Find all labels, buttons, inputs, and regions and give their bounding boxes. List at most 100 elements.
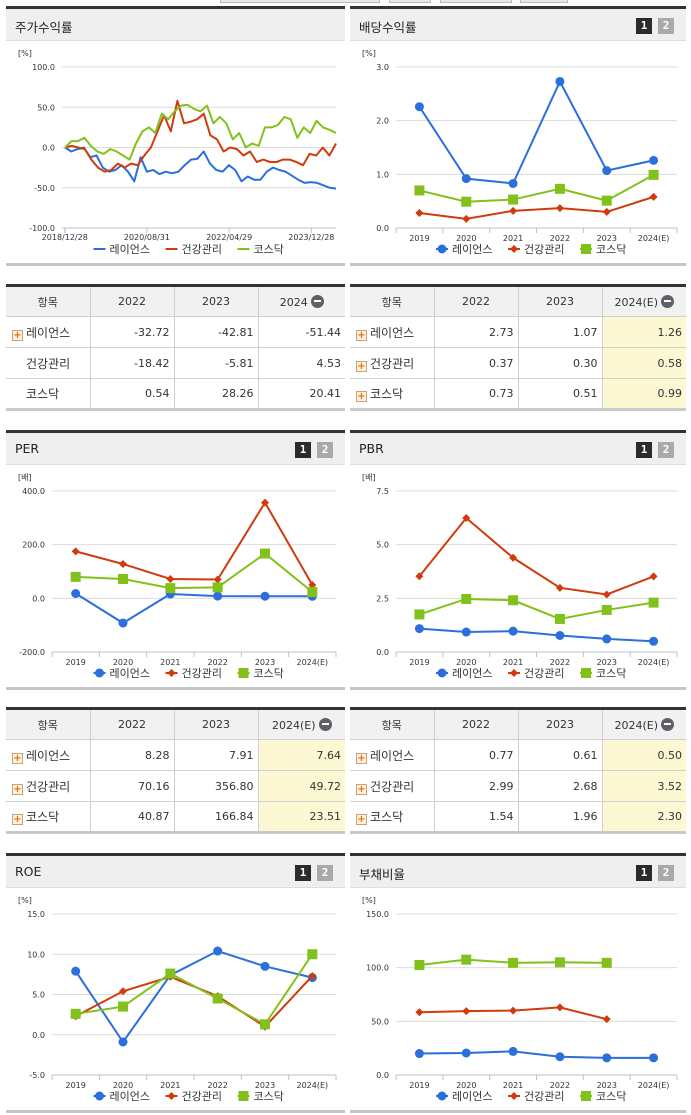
cell-value: 0.30 — [517, 347, 602, 379]
top-tab[interactable] — [440, 0, 512, 3]
row-name: 레이언스 — [370, 748, 415, 763]
table-row: + 코스닥 1.54 1.96 2.30 — [350, 801, 686, 834]
legend-item[interactable]: 레이언스 — [110, 1090, 150, 1103]
debt-ratio-panel: 부채비율 1 2 [%] 150.0 100.0 50.0 0.0 2019 2020 202… — [350, 853, 686, 1113]
cell-value: 7.91 — [173, 739, 258, 771]
cell-value: 0.54 — [89, 378, 174, 411]
expand-plus-icon[interactable]: + — [356, 752, 367, 764]
legend-item[interactable]: 코스닥 — [596, 1090, 626, 1103]
legend-item[interactable]: 레이언스 — [452, 1090, 492, 1103]
legend-item[interactable]: 레이언스 — [452, 667, 492, 680]
y-tick-label: 2.5 — [376, 594, 389, 603]
expand-plus-icon[interactable]: + — [356, 360, 367, 372]
page-2-button[interactable]: 2 — [317, 442, 333, 458]
expand-plus-icon[interactable]: + — [356, 391, 367, 402]
dividend-yield-chart: 배당수익률 1 2 [%] 3.0 2.0 1.0 0.0 2019 2020 2021 202… — [350, 6, 686, 266]
chart-title: PBR — [359, 441, 384, 456]
row-label: + 코스닥 — [6, 801, 90, 834]
cell-value: -5.81 — [173, 347, 258, 379]
pbr-chart: PBR 1 2 [배] 7.5 5.0 2.5 0.0 2019 2020 2021 2022 2… — [350, 430, 686, 690]
legend-item[interactable]: 건강관리 — [182, 667, 222, 680]
legend-item[interactable]: 레이언스 — [110, 667, 150, 680]
page-2-button[interactable]: 2 — [658, 865, 674, 881]
x-tick-label: 2021 — [160, 1081, 180, 1090]
cell-value: 0.73 — [433, 378, 518, 411]
legend-item[interactable]: 레이언스 — [452, 243, 492, 256]
cell-value: 0.61 — [517, 739, 602, 771]
unit-label: [배] — [18, 473, 32, 482]
chart-title: ROE — [15, 864, 42, 879]
col-header-2024e: 2024(E) — [257, 708, 345, 740]
y-tick-label: 0.0 — [376, 1071, 389, 1080]
legend-item[interactable]: 코스닥 — [596, 667, 626, 680]
legend-item[interactable]: 건강관리 — [524, 667, 564, 680]
y-tick-label: 400.0 — [22, 487, 45, 496]
y-tick-label: 1.0 — [376, 170, 389, 179]
legend-item[interactable]: 건강관리 — [182, 243, 222, 256]
cell-value: 1.96 — [517, 801, 602, 834]
x-tick-label: 2019 — [65, 1081, 85, 1090]
debt-ratio-chart: 부채비율 1 2 [%] 150.0 100.0 50.0 0.0 2019 2020 202… — [350, 853, 686, 1113]
dividend-yield-panel: 배당수익률 1 2 [%] 3.0 2.0 1.0 0.0 2019 2020 2021 202… — [350, 6, 686, 266]
legend-item[interactable]: 코스닥 — [254, 1090, 284, 1103]
legend-item[interactable]: 코스닥 — [254, 667, 284, 680]
cell-value-estimate: 49.72 — [257, 770, 345, 802]
page-2-button[interactable]: 2 — [658, 442, 674, 458]
row-name: 건강관리 — [370, 356, 415, 371]
expand-plus-icon[interactable]: + — [12, 783, 23, 795]
legend-item[interactable]: 코스닥 — [254, 243, 284, 256]
expand-plus-icon[interactable]: + — [356, 814, 367, 825]
x-tick-label: 2020 — [456, 1081, 476, 1090]
pbr-svg: [배]7.5 5.0 2.5 0.0 2019 2020 2021 2022 2023 2024(… — [362, 473, 678, 680]
y-tick-label: 200.0 — [22, 541, 45, 550]
chart-plot: [%] 150.0 100.0 50.0 0.0 2019 2020 2021 2022 2023… — [350, 888, 686, 1110]
legend-item[interactable]: 레이언스 — [110, 243, 150, 256]
cell-value-estimate: 23.51 — [257, 801, 345, 834]
collapse-minus-icon[interactable] — [661, 294, 675, 308]
legend-item[interactable]: 코스닥 — [596, 243, 626, 256]
legend-item[interactable]: 건강관리 — [524, 1090, 564, 1103]
row-label: + 레이언스 — [6, 316, 90, 348]
row-label: + 레이언스 — [6, 739, 90, 771]
table-row: + 코스닥 40.87 166.84 23.51 — [6, 801, 345, 834]
x-tick-label: 2022 — [207, 1081, 227, 1090]
expand-plus-icon[interactable]: + — [356, 783, 367, 795]
chart-plot: [배] 7.5 5.0 2.5 0.0 2019 2020 2021 2022 2023 2024(… — [350, 465, 686, 687]
x-tick-label: 2024(E) — [638, 658, 670, 667]
top-tab[interactable] — [220, 0, 380, 3]
top-tab[interactable] — [520, 0, 568, 3]
row-name: 코스닥 — [26, 810, 60, 824]
collapse-minus-icon[interactable] — [318, 717, 332, 731]
page-1-button[interactable]: 1 — [295, 865, 311, 881]
table-header-row: 항목 2022 2023 2024(E) — [350, 708, 686, 740]
col-header-label: 2024(E) — [271, 718, 316, 732]
page-1-button[interactable]: 1 — [636, 865, 652, 881]
page-2-button[interactable]: 2 — [317, 865, 333, 881]
pbr-table-panel: 항목 2022 2023 2024(E) + 레이언스 0.77 0.61 0.5… — [350, 707, 686, 834]
expand-plus-icon[interactable]: + — [356, 329, 367, 341]
page-2-button[interactable]: 2 — [658, 18, 674, 34]
expand-plus-icon[interactable]: + — [12, 814, 23, 825]
expand-plus-icon[interactable]: + — [12, 329, 23, 341]
page-1-button[interactable]: 1 — [636, 442, 652, 458]
page-1-button[interactable]: 1 — [636, 18, 652, 34]
cell-value: 70.16 — [89, 770, 174, 802]
y-tick-label: -100.0 — [29, 224, 55, 233]
collapse-minus-icon[interactable] — [310, 294, 324, 308]
chart-legend: 레이언스 건강관리 코스닥 — [93, 1090, 284, 1103]
cell-value: -18.42 — [89, 347, 174, 379]
row-label: + 코스닥 — [350, 378, 434, 411]
row-name: 건강관리 — [370, 779, 415, 794]
cell-value: -32.72 — [89, 316, 174, 348]
cell-value: 8.28 — [89, 739, 174, 771]
col-header-2024e: 2024(E) — [601, 285, 686, 317]
collapse-minus-icon[interactable] — [661, 717, 675, 731]
top-tab[interactable] — [389, 0, 431, 3]
legend-item[interactable]: 건강관리 — [524, 243, 564, 256]
legend-item[interactable]: 건강관리 — [182, 1090, 222, 1103]
expand-plus-icon[interactable]: + — [12, 752, 23, 764]
cell-value-estimate: 0.50 — [601, 739, 686, 771]
page-1-button[interactable]: 1 — [295, 442, 311, 458]
chart-plot: [%] 3.0 2.0 1.0 0.0 2019 2020 2021 2022 2023 2024(… — [350, 41, 686, 263]
y-tick-label: -200.0 — [19, 648, 45, 657]
